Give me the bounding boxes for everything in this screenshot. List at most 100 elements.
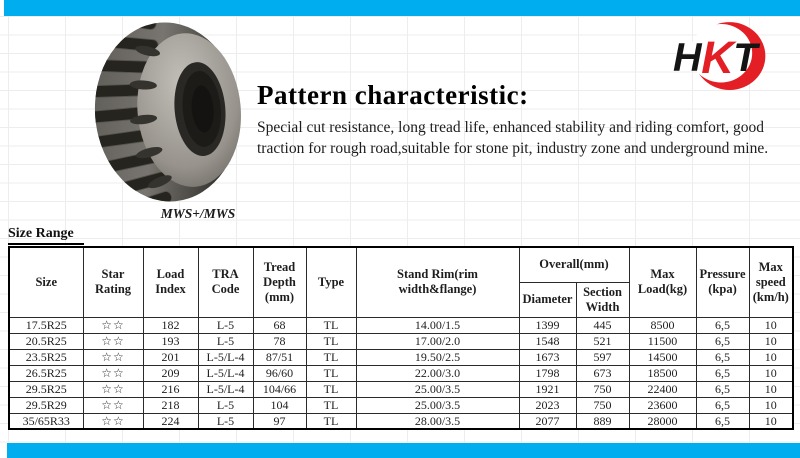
cell-section-width: 597 <box>575 348 630 366</box>
header-diameter: Diameter <box>518 281 577 318</box>
cell-size: 17.5R25 <box>8 316 84 334</box>
cell-diameter: 1548 <box>518 332 577 350</box>
cell-star-rating: ☆☆ <box>82 316 144 334</box>
cell-stand-rim: 25.00/3.5 <box>355 396 520 414</box>
logo-letter-t: T <box>733 36 760 80</box>
cell-tread-depth: 87/51 <box>252 348 307 366</box>
cell-diameter: 1399 <box>518 316 577 334</box>
header-star-rating: Star Rating <box>82 246 144 318</box>
cell-load-index: 201 <box>142 348 199 366</box>
spec-table: Size Star Rating Load Index TRA Code Tre… <box>8 246 795 430</box>
cell-type: TL <box>305 332 357 350</box>
cell-diameter: 2077 <box>518 412 577 430</box>
top-accent-bar <box>4 0 800 16</box>
cell-load-index: 182 <box>142 316 199 334</box>
cell-load-index: 209 <box>142 364 199 382</box>
cell-pressure: 6,5 <box>695 364 750 382</box>
pattern-characteristic-section: Pattern characteristic: Special cut resi… <box>257 80 792 160</box>
cell-pressure: 6,5 <box>695 348 750 366</box>
header-tread-depth: Tread Depth (mm) <box>252 246 307 318</box>
cell-size: 35/65R33 <box>8 412 84 430</box>
cell-type: TL <box>305 348 357 366</box>
cell-max-load: 22400 <box>628 380 697 398</box>
table-row: 23.5R25 ☆☆ 201 L-5/L-4 87/51 TL 19.50/2.… <box>8 348 794 366</box>
cell-max-load: 28000 <box>628 412 697 430</box>
header-type: Type <box>305 246 357 318</box>
header-tra-code: TRA Code <box>197 246 254 318</box>
cell-tra-code: L-5 <box>197 316 254 334</box>
cell-section-width: 750 <box>575 380 630 398</box>
cell-type: TL <box>305 380 357 398</box>
cell-load-index: 216 <box>142 380 199 398</box>
spec-table-body: 17.5R25 ☆☆ 182 L-5 68 TL 14.00/1.5 1399 … <box>8 316 794 430</box>
cell-star-rating: ☆☆ <box>82 412 144 430</box>
cell-type: TL <box>305 316 357 334</box>
cell-diameter: 2023 <box>518 396 577 414</box>
cell-load-index: 218 <box>142 396 199 414</box>
cell-tread-depth: 78 <box>252 332 307 350</box>
hkt-logo-graphic: H K T <box>673 22 766 90</box>
header-max-load: Max Load(kg) <box>628 246 697 318</box>
cell-max-speed: 10 <box>748 412 794 430</box>
header-max-speed: Max speed (km/h) <box>748 246 794 318</box>
cell-diameter: 1921 <box>518 380 577 398</box>
cell-load-index: 224 <box>142 412 199 430</box>
header-section-width: Section Width <box>575 281 630 318</box>
cell-star-rating: ☆☆ <box>82 380 144 398</box>
cell-section-width: 750 <box>575 396 630 414</box>
cell-pressure: 6,5 <box>695 412 750 430</box>
logo-letter-h: H <box>673 36 703 80</box>
cell-stand-rim: 19.50/2.5 <box>355 348 520 366</box>
cell-star-rating: ☆☆ <box>82 396 144 414</box>
cell-stand-rim: 14.00/1.5 <box>355 316 520 334</box>
cell-tread-depth: 104 <box>252 396 307 414</box>
pattern-description: Special cut resistance, long tread life,… <box>257 119 769 158</box>
cell-max-load: 14500 <box>628 348 697 366</box>
cell-section-width: 673 <box>575 364 630 382</box>
cell-max-load: 11500 <box>628 332 697 350</box>
cell-pressure: 6,5 <box>695 380 750 398</box>
table-row: 17.5R25 ☆☆ 182 L-5 68 TL 14.00/1.5 1399 … <box>8 316 794 334</box>
table-row: 29.5R29 ☆☆ 218 L-5 104 TL 25.00/3.5 2023… <box>8 396 794 414</box>
header-stand-rim: Stand Rim(rim width&flange) <box>355 246 520 318</box>
table-row: 29.5R25 ☆☆ 216 L-5/L-4 104/66 TL 25.00/3… <box>8 380 794 398</box>
cell-max-speed: 10 <box>748 380 794 398</box>
header-overall: Overall(mm) <box>518 246 630 283</box>
cell-tread-depth: 97 <box>252 412 307 430</box>
cell-stand-rim: 28.00/3.5 <box>355 412 520 430</box>
cell-stand-rim: 25.00/3.5 <box>355 380 520 398</box>
cell-star-rating: ☆☆ <box>82 332 144 350</box>
cell-max-speed: 10 <box>748 348 794 366</box>
cell-diameter: 1673 <box>518 348 577 366</box>
table-row: 35/65R33 ☆☆ 224 L-5 97 TL 28.00/3.5 2077… <box>8 412 794 430</box>
spec-table-header: Size Star Rating Load Index TRA Code Tre… <box>8 246 794 318</box>
cell-stand-rim: 22.00/3.0 <box>355 364 520 382</box>
table-row: 26.5R25 ☆☆ 209 L-5/L-4 96/60 TL 22.00/3.… <box>8 364 794 382</box>
cell-type: TL <box>305 364 357 382</box>
tire-illustration <box>87 16 241 208</box>
cell-tread-depth: 96/60 <box>252 364 307 382</box>
cell-tra-code: L-5/L-4 <box>197 348 254 366</box>
cell-size: 29.5R29 <box>8 396 84 414</box>
cell-stand-rim: 17.00/2.0 <box>355 332 520 350</box>
cell-tread-depth: 68 <box>252 316 307 334</box>
cell-max-load: 8500 <box>628 316 697 334</box>
pattern-title: Pattern characteristic: <box>257 80 529 110</box>
tire-product-image <box>86 14 258 210</box>
cell-max-load: 18500 <box>628 364 697 382</box>
size-range-label: Size Range <box>8 226 84 245</box>
bottom-accent-bar <box>7 443 800 458</box>
cell-max-speed: 10 <box>748 316 794 334</box>
cell-tra-code: L-5/L-4 <box>197 364 254 382</box>
cell-tread-depth: 104/66 <box>252 380 307 398</box>
cell-pressure: 6,5 <box>695 316 750 334</box>
cell-tra-code: L-5/L-4 <box>197 380 254 398</box>
cell-max-speed: 10 <box>748 364 794 382</box>
tire-pattern-caption: MWS+/MWS <box>160 206 236 221</box>
cell-type: TL <box>305 396 357 414</box>
header-load-index: Load Index <box>142 246 199 318</box>
header-pressure: Pressure (kpa) <box>695 246 750 318</box>
cell-type: TL <box>305 412 357 430</box>
cell-diameter: 1798 <box>518 364 577 382</box>
table-row: 20.5R25 ☆☆ 193 L-5 78 TL 17.00/2.0 1548 … <box>8 332 794 350</box>
